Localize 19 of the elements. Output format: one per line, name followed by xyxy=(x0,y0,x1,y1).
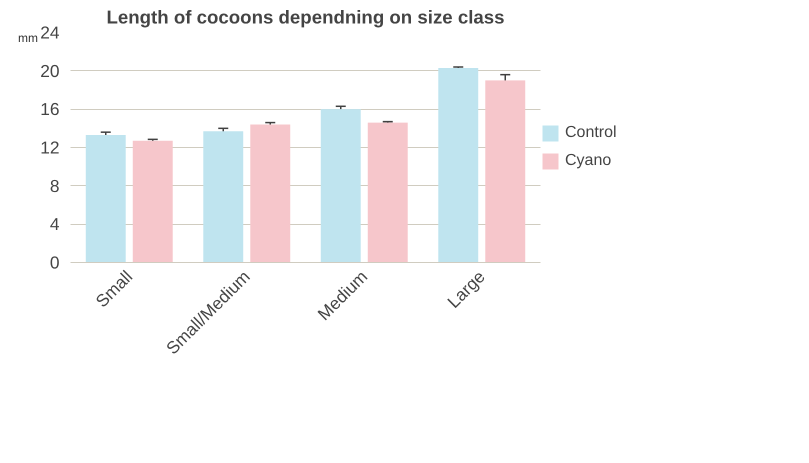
chart-title: Length of cocoons dependning on size class xyxy=(106,6,505,28)
y-tick-label: 0 xyxy=(50,252,60,273)
bar xyxy=(132,140,173,263)
legend-label: Cyano xyxy=(565,152,612,170)
legend-label: Control xyxy=(565,124,617,142)
bar xyxy=(438,68,478,263)
y-axis-title: mm xyxy=(18,30,38,47)
y-tick-label: 4 xyxy=(50,214,60,234)
y-tick-label: 20 xyxy=(40,60,60,81)
bar xyxy=(250,124,290,263)
bar xyxy=(203,131,244,263)
bar xyxy=(485,80,526,263)
y-tick-label: 8 xyxy=(50,176,60,196)
y-tick-label: 24 xyxy=(40,22,60,43)
bar xyxy=(86,135,126,263)
bar xyxy=(368,122,408,263)
y-tick-label: 12 xyxy=(40,138,60,158)
y-tick-label: 16 xyxy=(40,99,60,120)
bar xyxy=(320,109,361,263)
